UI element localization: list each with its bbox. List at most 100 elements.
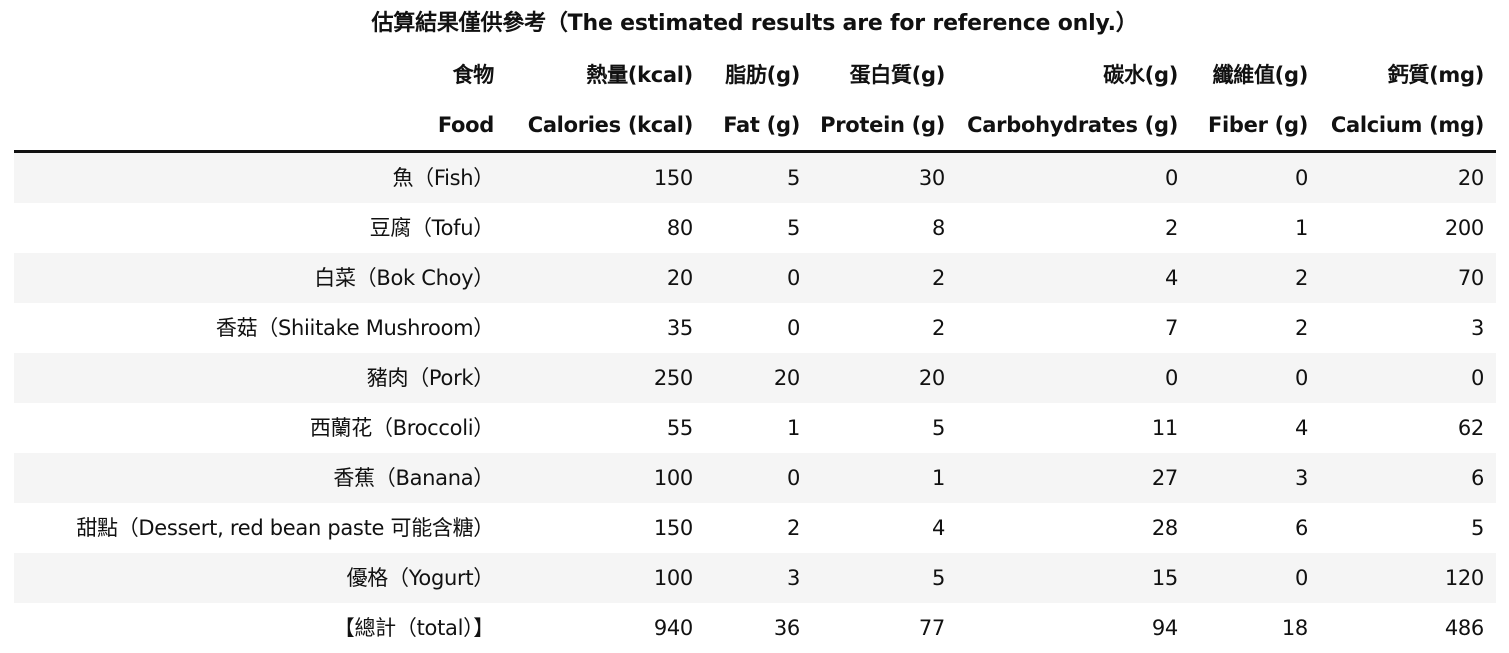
fat-cell: 36 — [705, 603, 812, 653]
food-cell: 優格（Yogurt） — [14, 553, 506, 603]
fat-cell: 0 — [705, 253, 812, 303]
header-calories-en: Calories (kcal) — [506, 100, 705, 152]
calories-cell: 35 — [506, 303, 705, 353]
header-carbohydrates-en: Carbohydrates (g) — [957, 100, 1190, 152]
calories-cell: 940 — [506, 603, 705, 653]
calories-cell: 80 — [506, 203, 705, 253]
calcium-cell: 200 — [1320, 203, 1496, 253]
food-cell: 甜點（Dessert, red bean paste 可能含糖） — [14, 503, 506, 553]
calcium-cell: 3 — [1320, 303, 1496, 353]
carbohydrates-cell: 15 — [957, 553, 1190, 603]
header-food-en: Food — [14, 100, 506, 152]
table-row: 豬肉（Pork） 250 20 20 0 0 0 — [14, 353, 1496, 403]
header-fiber-en: Fiber (g) — [1190, 100, 1320, 152]
header-row-english: Food Calories (kcal) Fat (g) Protein (g)… — [14, 100, 1496, 152]
protein-cell: 2 — [812, 253, 957, 303]
protein-cell: 2 — [812, 303, 957, 353]
table-row: 香蕉（Banana） 100 0 1 27 3 6 — [14, 453, 1496, 503]
carbohydrates-cell: 94 — [957, 603, 1190, 653]
fiber-cell: 0 — [1190, 553, 1320, 603]
header-protein-zh: 蛋白質(g) — [812, 50, 957, 100]
table-header: 食物 熱量(kcal) 脂肪(g) 蛋白質(g) 碳水(g) 纖維值(g) 鈣質… — [14, 50, 1496, 152]
table-body: 魚（Fish） 150 5 30 0 0 20 豆腐（Tofu） 80 5 8 … — [14, 152, 1496, 653]
calcium-cell: 486 — [1320, 603, 1496, 653]
header-food-zh: 食物 — [14, 50, 506, 100]
fiber-cell: 6 — [1190, 503, 1320, 553]
food-cell: 白菜（Bok Choy） — [14, 253, 506, 303]
calcium-cell: 62 — [1320, 403, 1496, 453]
table-row: 香菇（Shiitake Mushroom） 35 0 2 7 2 3 — [14, 303, 1496, 353]
calories-cell: 150 — [506, 152, 705, 204]
food-cell: 香菇（Shiitake Mushroom） — [14, 303, 506, 353]
fat-cell: 5 — [705, 152, 812, 204]
header-fat-en: Fat (g) — [705, 100, 812, 152]
food-cell: 豬肉（Pork） — [14, 353, 506, 403]
fat-cell: 0 — [705, 453, 812, 503]
fiber-cell: 0 — [1190, 152, 1320, 204]
fat-cell: 0 — [705, 303, 812, 353]
protein-cell: 5 — [812, 403, 957, 453]
fiber-cell: 2 — [1190, 253, 1320, 303]
protein-cell: 1 — [812, 453, 957, 503]
carbohydrates-cell: 4 — [957, 253, 1190, 303]
calories-cell: 55 — [506, 403, 705, 453]
calories-cell: 100 — [506, 453, 705, 503]
header-calcium-zh: 鈣質(mg) — [1320, 50, 1496, 100]
protein-cell: 77 — [812, 603, 957, 653]
carbohydrates-cell: 27 — [957, 453, 1190, 503]
protein-cell: 20 — [812, 353, 957, 403]
fat-cell: 20 — [705, 353, 812, 403]
table-row: 優格（Yogurt） 100 3 5 15 0 120 — [14, 553, 1496, 603]
fiber-cell: 4 — [1190, 403, 1320, 453]
food-cell: 香蕉（Banana） — [14, 453, 506, 503]
protein-cell: 30 — [812, 152, 957, 204]
fiber-cell: 18 — [1190, 603, 1320, 653]
fiber-cell: 1 — [1190, 203, 1320, 253]
carbohydrates-cell: 0 — [957, 152, 1190, 204]
header-calories-zh: 熱量(kcal) — [506, 50, 705, 100]
calories-cell: 100 — [506, 553, 705, 603]
calcium-cell: 0 — [1320, 353, 1496, 403]
calories-cell: 250 — [506, 353, 705, 403]
carbohydrates-cell: 2 — [957, 203, 1190, 253]
table-row: 西蘭花（Broccoli） 55 1 5 11 4 62 — [14, 403, 1496, 453]
header-row-chinese: 食物 熱量(kcal) 脂肪(g) 蛋白質(g) 碳水(g) 纖維值(g) 鈣質… — [14, 50, 1496, 100]
table-row: 甜點（Dessert, red bean paste 可能含糖） 150 2 4… — [14, 503, 1496, 553]
carbohydrates-cell: 7 — [957, 303, 1190, 353]
calcium-cell: 120 — [1320, 553, 1496, 603]
calcium-cell: 20 — [1320, 152, 1496, 204]
carbohydrates-cell: 11 — [957, 403, 1190, 453]
carbohydrates-cell: 28 — [957, 503, 1190, 553]
fiber-cell: 0 — [1190, 353, 1320, 403]
protein-cell: 8 — [812, 203, 957, 253]
fat-cell: 1 — [705, 403, 812, 453]
nutrition-table: 食物 熱量(kcal) 脂肪(g) 蛋白質(g) 碳水(g) 纖維值(g) 鈣質… — [14, 50, 1496, 653]
fat-cell: 2 — [705, 503, 812, 553]
carbohydrates-cell: 0 — [957, 353, 1190, 403]
header-carbohydrates-zh: 碳水(g) — [957, 50, 1190, 100]
fat-cell: 3 — [705, 553, 812, 603]
calcium-cell: 5 — [1320, 503, 1496, 553]
calcium-cell: 70 — [1320, 253, 1496, 303]
header-protein-en: Protein (g) — [812, 100, 957, 152]
table-row: 白菜（Bok Choy） 20 0 2 4 2 70 — [14, 253, 1496, 303]
calories-cell: 20 — [506, 253, 705, 303]
protein-cell: 4 — [812, 503, 957, 553]
calcium-cell: 6 — [1320, 453, 1496, 503]
fat-cell: 5 — [705, 203, 812, 253]
header-calcium-en: Calcium (mg) — [1320, 100, 1496, 152]
food-cell: 【總計（total）】 — [14, 603, 506, 653]
fiber-cell: 2 — [1190, 303, 1320, 353]
protein-cell: 5 — [812, 553, 957, 603]
food-cell: 西蘭花（Broccoli） — [14, 403, 506, 453]
table-caption: 估算結果僅供參考（The estimated results are for r… — [0, 6, 1509, 42]
header-fiber-zh: 纖維值(g) — [1190, 50, 1320, 100]
calories-cell: 150 — [506, 503, 705, 553]
food-cell: 豆腐（Tofu） — [14, 203, 506, 253]
total-row: 【總計（total）】 940 36 77 94 18 486 — [14, 603, 1496, 653]
header-fat-zh: 脂肪(g) — [705, 50, 812, 100]
fiber-cell: 3 — [1190, 453, 1320, 503]
table-row: 魚（Fish） 150 5 30 0 0 20 — [14, 152, 1496, 204]
food-cell: 魚（Fish） — [14, 152, 506, 204]
table-row: 豆腐（Tofu） 80 5 8 2 1 200 — [14, 203, 1496, 253]
